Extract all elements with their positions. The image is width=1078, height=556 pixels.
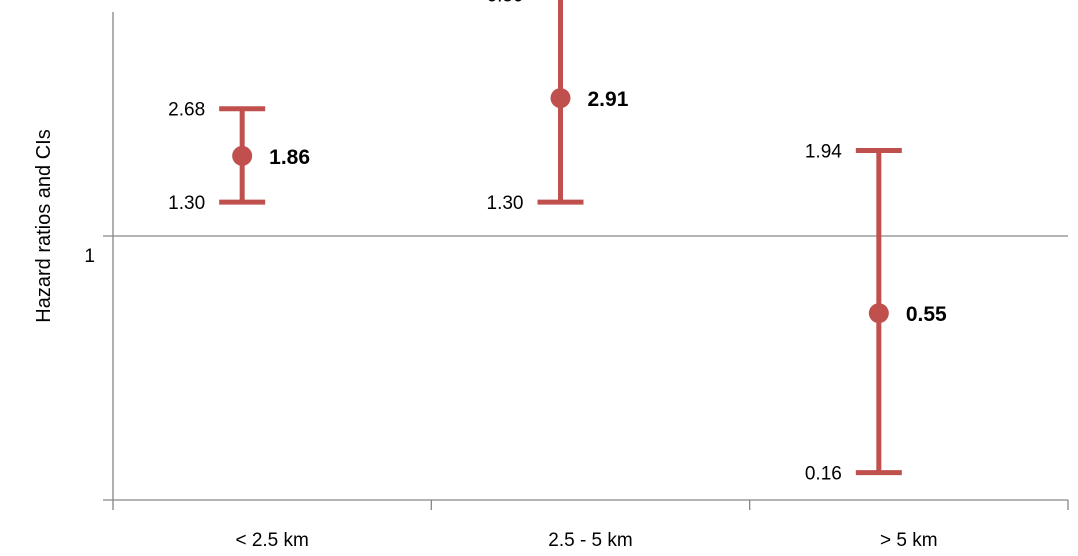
hazard-ratio-point [550,88,571,109]
ci-lower-label: 1.30 [168,193,205,214]
x-tick-label: 2.5 - 5 km [548,530,632,551]
hazard-ratio-point [868,303,889,324]
ci-upper-label: 6.50 [487,0,524,6]
ci-upper-label: 2.68 [168,100,205,121]
ci-lower-label: 0.16 [805,464,842,485]
hazard-ratio-label: 1.86 [269,146,310,169]
ci-upper-label: 1.94 [805,141,842,162]
y-tick-label: 1 [84,246,95,267]
hazard-ratio-label: 0.55 [906,303,947,326]
ci-lower-label: 1.30 [487,193,524,214]
hazard-ratio-point [232,145,253,166]
hazard-ratio-label: 2.91 [588,88,629,111]
y-axis-title: Hazard ratios and CIs [33,129,55,322]
chart-marks: < 2.5 km 2.5 - 5 km > 5 km 2.68 1.30 1.86 6.50… [112,0,1069,551]
x-tick-label: > 5 km [880,530,938,551]
x-tick-label: < 2.5 km [235,530,308,551]
